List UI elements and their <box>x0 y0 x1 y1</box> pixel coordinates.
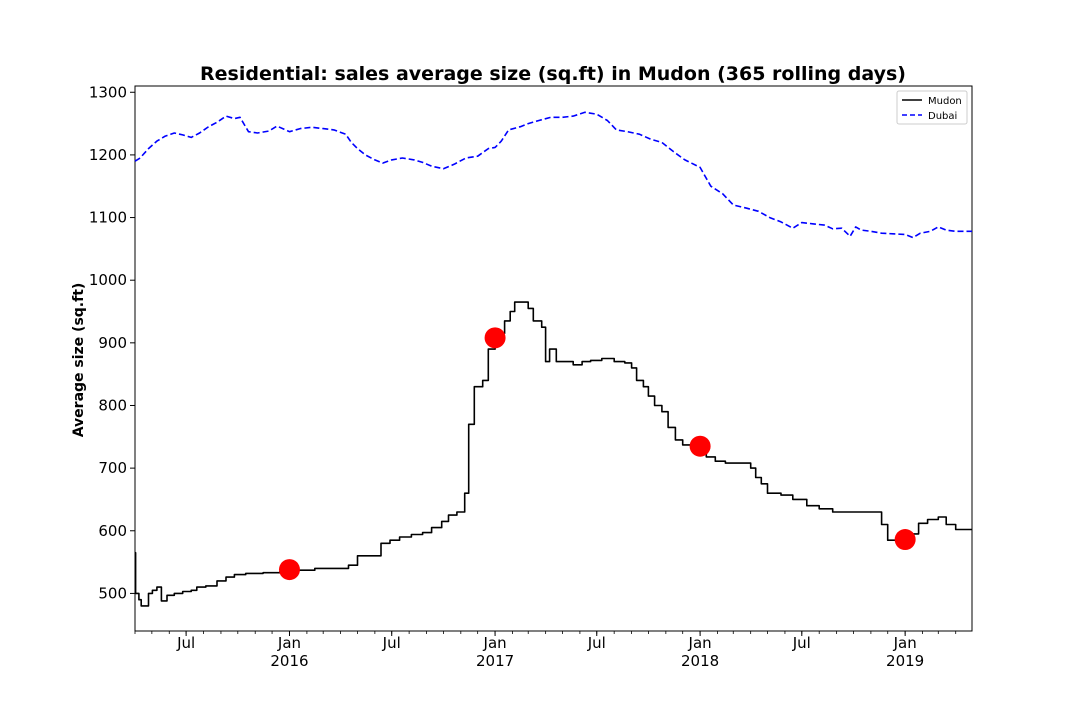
y-tick-label: 700 <box>98 459 127 477</box>
x-tick-label: Jul <box>587 634 606 652</box>
y-tick-label: 1300 <box>89 83 127 101</box>
y-tick-label: 800 <box>98 396 127 414</box>
x-tick-label: Jul <box>176 634 195 652</box>
x-tick-year-label: 2017 <box>476 652 514 670</box>
highlight-markers <box>278 327 916 581</box>
y-tick-label: 900 <box>98 334 127 352</box>
x-tick-label: Jan <box>893 634 917 652</box>
y-tick-label: 500 <box>98 584 127 602</box>
y-axis-label: Average size (sq.ft) <box>71 283 87 438</box>
highlight-marker <box>278 559 300 581</box>
y-axis: 500 600 700 800 900 1000 1100 1200 1300 <box>89 83 135 602</box>
x-tick-label: Jan <box>688 634 712 652</box>
legend: Mudon Dubai <box>896 90 968 125</box>
legend-label-mudon: Mudon <box>928 96 962 107</box>
x-tick-label: Jul <box>792 634 811 652</box>
highlight-marker <box>894 529 916 551</box>
highlight-marker <box>689 435 711 457</box>
y-tick-label: 1100 <box>89 209 127 227</box>
y-tick-label: 600 <box>98 522 127 540</box>
chart-title: Residential: sales average size (sq.ft) … <box>200 63 906 85</box>
y-tick-label: 1000 <box>89 271 127 289</box>
y-tick-label: 1200 <box>89 146 127 164</box>
series-line-dubai <box>134 111 972 239</box>
x-tick-year-label: 2018 <box>681 652 719 670</box>
highlight-marker <box>484 327 506 349</box>
series-line-mudon <box>134 301 972 607</box>
x-tick-label: Jul <box>382 634 401 652</box>
series-lines <box>134 111 972 607</box>
plot-frame <box>134 85 973 632</box>
x-tick-label: Jan <box>277 634 301 652</box>
legend-label-dubai: Dubai <box>928 111 957 122</box>
x-tick-year-label: 2016 <box>270 652 308 670</box>
x-tick-label: Jan <box>483 634 507 652</box>
x-tick-year-label: 2019 <box>886 652 924 670</box>
